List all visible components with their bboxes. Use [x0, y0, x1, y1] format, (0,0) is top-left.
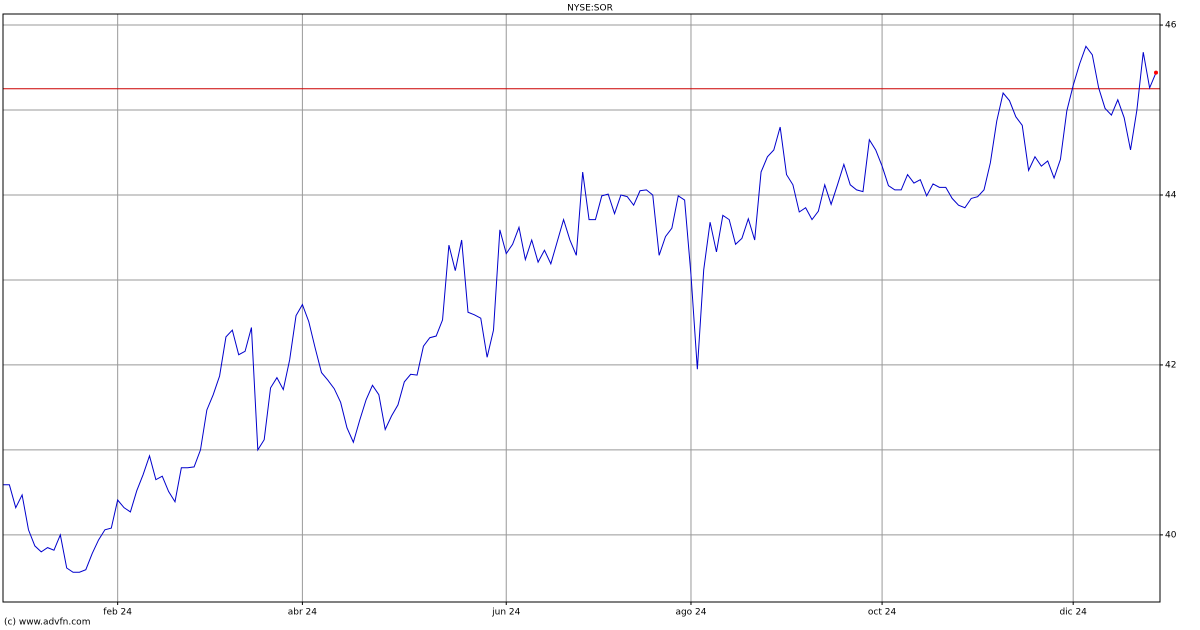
last-point	[1154, 70, 1158, 75]
x-tick-label: jun 24	[491, 608, 520, 618]
y-tick-label: 44	[1165, 190, 1177, 200]
credit: (c) www.advfn.com	[4, 618, 90, 628]
chart-title: NYSE:SOR	[567, 4, 613, 14]
x-tick-label: ago 24	[675, 608, 706, 618]
y-tick-label: 40	[1165, 530, 1177, 540]
x-tick-label: dic 24	[1059, 608, 1087, 618]
x-tick-label: oct 24	[868, 608, 897, 618]
price-line	[3, 45, 1157, 573]
x-tick-label: abr 24	[288, 608, 318, 618]
y-tick-label: 46	[1165, 21, 1177, 31]
x-tick-label: feb 24	[103, 608, 132, 618]
plot-frame	[2, 13, 1161, 603]
y-tick-label: 42	[1165, 360, 1176, 370]
